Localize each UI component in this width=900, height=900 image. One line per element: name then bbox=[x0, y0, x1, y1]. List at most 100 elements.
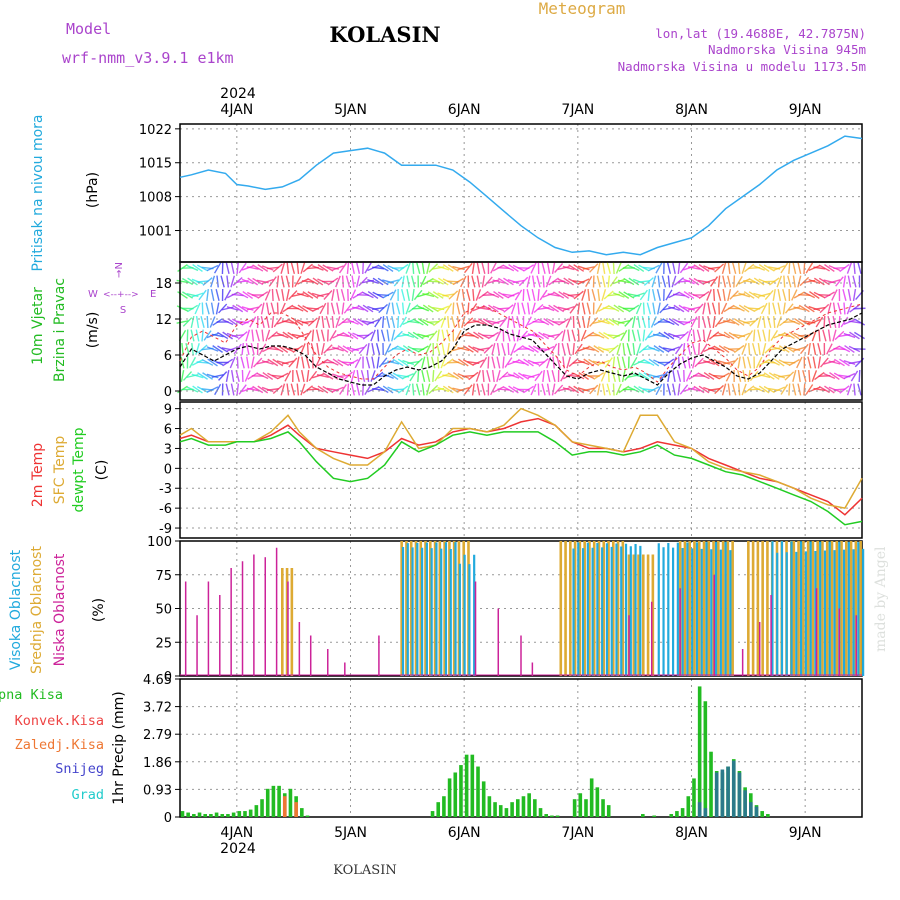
wind-arrow bbox=[748, 342, 751, 356]
wind-arrow bbox=[280, 275, 285, 288]
wind-arrow bbox=[716, 289, 722, 301]
wind-arrow bbox=[652, 333, 665, 338]
precip-bar bbox=[652, 815, 656, 817]
wind-arrow bbox=[803, 304, 815, 313]
wind-arrow bbox=[679, 262, 689, 274]
wind-arrow bbox=[839, 263, 850, 273]
wind-arrow bbox=[245, 329, 251, 342]
wind-arrow bbox=[335, 316, 341, 328]
cloud-ylabel-2: Srednja Oblacnost bbox=[29, 546, 45, 674]
wind-arrow bbox=[849, 331, 860, 340]
wind-arrow bbox=[266, 302, 270, 315]
precip-bar bbox=[476, 766, 480, 817]
wind-arrow bbox=[566, 342, 571, 356]
wind-arrow bbox=[797, 383, 802, 396]
wind-arrow bbox=[692, 356, 697, 369]
wind-arrow bbox=[296, 261, 300, 275]
wind-arrow bbox=[253, 357, 263, 368]
wind-arrow bbox=[568, 264, 580, 272]
wind-arrow bbox=[835, 276, 844, 287]
wind-arrow bbox=[691, 342, 697, 356]
wind-arrow bbox=[573, 290, 584, 300]
wind-arrow bbox=[612, 383, 615, 396]
wind-arrow bbox=[507, 342, 510, 356]
wind-arrow bbox=[288, 290, 298, 300]
wind-arrow bbox=[246, 306, 259, 311]
wind-arrow bbox=[442, 293, 455, 297]
wind-arrow bbox=[847, 288, 852, 302]
wind-arrow bbox=[336, 374, 350, 378]
wind-arrow bbox=[558, 318, 570, 326]
precip-bar bbox=[464, 754, 469, 817]
wind-arrow bbox=[797, 275, 802, 288]
wind-arrow bbox=[655, 383, 663, 396]
wind-arrow bbox=[569, 303, 578, 314]
day-label-top: 8JAN bbox=[675, 102, 708, 118]
wind-arrow bbox=[803, 291, 816, 299]
y-tick-label: 3.72 bbox=[143, 701, 172, 716]
wind-arrow bbox=[829, 372, 840, 380]
wind-arrow bbox=[511, 315, 516, 329]
wind-arrow bbox=[758, 373, 771, 379]
wind-arrow bbox=[753, 305, 765, 312]
wind-arrow bbox=[637, 361, 650, 364]
wind-arrow bbox=[607, 275, 611, 288]
wind-arrow bbox=[487, 331, 499, 340]
wind-arrow bbox=[694, 357, 704, 368]
wind-arrow bbox=[777, 288, 782, 302]
wind-arrow bbox=[281, 288, 285, 302]
wind-arrow bbox=[327, 277, 339, 286]
wind-arrow bbox=[542, 345, 555, 353]
wind-arrow bbox=[525, 316, 532, 328]
wind-arrow bbox=[685, 370, 693, 382]
wind-arrow bbox=[202, 372, 213, 380]
wind-arrow bbox=[592, 332, 605, 339]
wind-arrow bbox=[672, 261, 676, 275]
wind-arrow bbox=[606, 262, 611, 274]
wind-arrow bbox=[296, 292, 309, 298]
wind-arrow bbox=[687, 356, 691, 369]
wind-arrow bbox=[561, 343, 566, 355]
wind-arrow bbox=[831, 289, 838, 301]
wind-arrow bbox=[637, 315, 641, 329]
wind-arrow bbox=[437, 305, 450, 312]
wind-arrow bbox=[355, 261, 361, 275]
wind-arrow bbox=[230, 261, 235, 275]
wind-arrow bbox=[292, 318, 304, 326]
wind-arrow bbox=[589, 384, 599, 395]
wind-arrow bbox=[397, 358, 409, 367]
precip-bar bbox=[601, 799, 605, 817]
wind-arrow bbox=[778, 345, 790, 353]
wind-arrow bbox=[741, 383, 747, 396]
wind-arrow bbox=[286, 383, 290, 396]
wind-arrows-layer bbox=[176, 261, 866, 396]
wind-arrow bbox=[583, 358, 595, 367]
wind-arrow bbox=[679, 384, 689, 395]
wind-arrow bbox=[683, 318, 695, 326]
precip-bar bbox=[572, 799, 577, 817]
wind-arrow bbox=[272, 385, 283, 394]
wind-arrow bbox=[481, 275, 486, 288]
wind-arrow bbox=[753, 277, 765, 286]
wind-arrow bbox=[468, 371, 479, 381]
precip-bar bbox=[254, 805, 259, 817]
wind-arrow bbox=[195, 329, 200, 342]
wind-arrow bbox=[285, 288, 290, 302]
wind-arrow bbox=[803, 261, 806, 275]
precip-bar bbox=[214, 812, 219, 817]
wind-arrow bbox=[358, 343, 368, 355]
wind-arrow bbox=[452, 359, 465, 366]
wind-arrow bbox=[657, 275, 661, 288]
wind-arrow bbox=[377, 277, 389, 286]
wind-arrow bbox=[220, 275, 225, 288]
wind-arrow bbox=[322, 264, 334, 272]
wind-arrow bbox=[632, 292, 645, 298]
temp-line-0 bbox=[179, 417, 863, 516]
wind-arrow bbox=[608, 344, 619, 354]
wind-arrow bbox=[377, 264, 389, 272]
wind-arrow bbox=[271, 315, 275, 329]
model-altitude-label: Nadmorska Visina u modelu 1173.5m bbox=[618, 59, 866, 74]
wind-arrow bbox=[601, 289, 607, 301]
wind-arrow bbox=[356, 275, 361, 288]
wind-arrow bbox=[296, 383, 300, 396]
